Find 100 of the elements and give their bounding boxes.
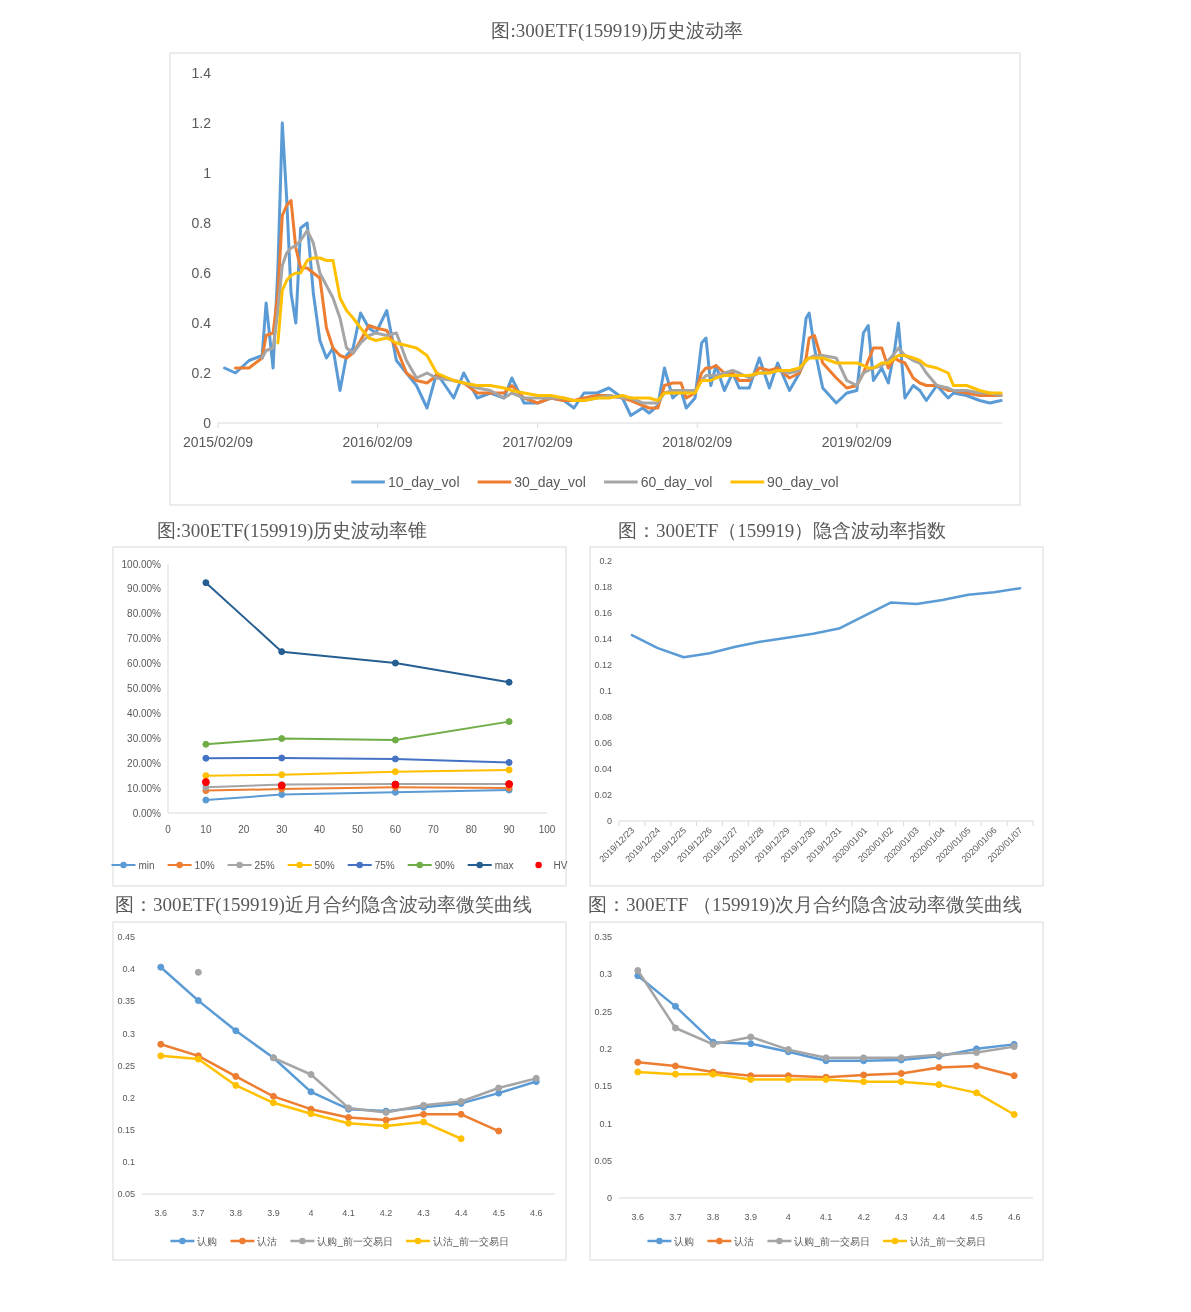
y-tick-label: 0.2 [599, 556, 612, 567]
y-tick-label: 20.00% [127, 757, 162, 769]
x-tick-label: 30 [276, 824, 288, 835]
y-tick-label: 0.16 [594, 608, 612, 619]
y-tick-label: 80.00% [127, 608, 162, 620]
x-tick-label: 2018/02/09 [662, 434, 733, 450]
y-tick-label: 1.4 [191, 64, 212, 81]
y-tick-label: 0.2 [191, 364, 212, 381]
y-tick-label: 1 [203, 164, 212, 181]
legend-label: 认购_前一交易日 [794, 1235, 870, 1247]
x-tick-label: 4.5 [492, 1208, 505, 1218]
y-tick-label: 0.25 [117, 1060, 135, 1071]
y-tick-label: 0.4 [122, 964, 135, 975]
chart-title: 图：300ETF （159919)次月合约隐含波动率微笑曲线 [588, 894, 1023, 916]
x-tick-label: 4.2 [379, 1208, 393, 1218]
x-tick-label: 50 [351, 824, 364, 835]
chart-title: 图:300ETF(159919)历史波动率锥 [157, 520, 428, 542]
y-tick-label: 0.45 [117, 932, 135, 943]
legend-label: 认购 [197, 1235, 218, 1247]
legend-label: 认沽 [257, 1235, 278, 1247]
y-tick-label: 0.05 [594, 1155, 612, 1166]
x-tick-label: 60 [389, 824, 402, 835]
x-tick-label: 80 [465, 824, 478, 835]
legend-label: HV [553, 859, 568, 871]
y-tick-label: 0.35 [117, 996, 135, 1007]
legend-label: 60_day_vol [640, 473, 713, 490]
legend-label: 认购_前一交易日 [317, 1235, 393, 1247]
y-tick-label: 0.18 [594, 582, 612, 593]
legend-label: 90_day_vol [767, 473, 839, 490]
legend-label: 认购 [674, 1235, 695, 1247]
x-tick-label: 4.4 [454, 1208, 468, 1218]
legend-label: 认沽_前一交易日 [910, 1235, 986, 1247]
y-tick-label: 10.00% [127, 782, 162, 794]
x-tick-label: 2019/02/09 [821, 434, 893, 450]
x-tick-label: 4.3 [895, 1212, 908, 1222]
x-tick-label: 4 [308, 1208, 314, 1218]
x-tick-label: 3.9 [267, 1208, 280, 1218]
y-tick-label: 0.35 [594, 932, 612, 943]
y-tick-label: 50.00% [127, 683, 162, 694]
y-tick-label: 0.12 [594, 660, 612, 671]
y-tick-label: 0.05 [117, 1189, 135, 1200]
y-tick-label: 0.02 [594, 790, 612, 801]
x-tick-label: 4.1 [342, 1208, 355, 1218]
y-tick-label: 0.04 [594, 764, 612, 775]
x-tick-label: 90 [503, 824, 516, 835]
legend-label: 25% [254, 859, 275, 871]
chart-title: 图:300ETF(159919)历史波动率 [491, 20, 743, 42]
x-tick-label: 0 [165, 824, 172, 835]
y-tick-label: 0 [606, 1193, 612, 1204]
chart-title: 图：300ETF(159919)近月合约隐含波动率微笑曲线 [115, 894, 532, 916]
x-tick-label: 4.4 [932, 1212, 946, 1222]
legend-label: 90% [434, 859, 455, 871]
x-tick-label: 2017/02/09 [502, 434, 573, 450]
legend-label: min [138, 859, 155, 871]
x-tick-label: 3.7 [669, 1212, 682, 1222]
y-tick-label: 0.2 [599, 1044, 612, 1055]
x-tick-label: 3.6 [154, 1208, 168, 1218]
x-tick-label: 4.2 [857, 1212, 870, 1222]
y-tick-label: 0.1 [599, 686, 612, 697]
legend-label: 50% [314, 859, 335, 871]
legend-label: 认沽_前一交易日 [433, 1235, 509, 1247]
y-tick-label: 70.00% [127, 633, 162, 645]
x-tick-label: 3.6 [631, 1212, 645, 1222]
y-tick-label: 90.00% [127, 583, 162, 595]
y-tick-label: 0.15 [594, 1081, 612, 1092]
y-tick-label: 0.06 [594, 738, 612, 749]
y-tick-label: 0.4 [191, 314, 212, 331]
legend-label: 30_day_vol [514, 473, 586, 490]
x-tick-label: 10 [200, 824, 212, 835]
x-tick-label: 4.3 [417, 1208, 430, 1218]
y-tick-label: 0.1 [599, 1118, 612, 1129]
y-tick-label: 30.00% [127, 732, 162, 744]
x-tick-label: 4.6 [529, 1208, 543, 1218]
y-tick-label: 1.2 [191, 114, 212, 131]
y-tick-label: 60.00% [127, 658, 162, 670]
chart-title: 图：300ETF（159919）隐含波动率指数 [618, 520, 947, 541]
y-tick-label: 100.00% [121, 558, 162, 570]
y-tick-label: 0.6 [191, 264, 212, 281]
x-tick-label: 4 [785, 1212, 791, 1222]
legend-label: 75% [374, 859, 395, 871]
x-tick-label: 4.1 [819, 1212, 833, 1222]
y-tick-label: 0 [606, 816, 612, 827]
x-tick-label: 4.5 [970, 1212, 983, 1222]
y-tick-label: 0.14 [594, 634, 612, 645]
x-tick-label: 3.7 [192, 1208, 205, 1218]
y-tick-label: 0.8 [191, 214, 212, 231]
y-tick-label: 0 [203, 414, 212, 431]
legend-label: max [494, 859, 514, 871]
x-tick-label: 3.8 [706, 1212, 720, 1222]
y-tick-label: 0.1 [122, 1157, 135, 1168]
y-tick-label: 0.08 [594, 712, 612, 723]
y-tick-label: 0.3 [122, 1028, 135, 1039]
y-tick-label: 0.3 [599, 969, 612, 980]
x-tick-label: 40 [314, 824, 326, 835]
y-tick-label: 40.00% [127, 707, 162, 719]
legend-label: 10% [194, 859, 215, 871]
x-tick-label: 20 [238, 824, 250, 835]
x-tick-label: 2015/02/09 [182, 434, 254, 450]
x-tick-label: 3.8 [229, 1208, 243, 1218]
x-tick-label: 100 [538, 824, 556, 835]
